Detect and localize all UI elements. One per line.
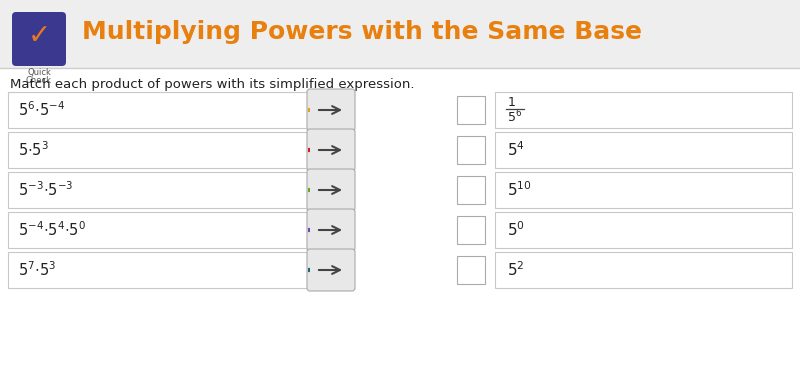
Text: Match each product of powers with its simplified expression.: Match each product of powers with its si… — [10, 78, 414, 91]
Text: $5^2$: $5^2$ — [507, 261, 525, 279]
FancyBboxPatch shape — [457, 136, 485, 164]
Text: ✓: ✓ — [27, 22, 50, 50]
Text: Multiplying Powers with the Same Base: Multiplying Powers with the Same Base — [82, 20, 642, 44]
Text: $5^{-3}{\cdot}5^{-3}$: $5^{-3}{\cdot}5^{-3}$ — [18, 181, 74, 199]
FancyBboxPatch shape — [8, 92, 308, 128]
Text: $5^{10}$: $5^{10}$ — [507, 181, 532, 199]
FancyBboxPatch shape — [8, 252, 308, 288]
Text: $5^7{\cdot}5^3$: $5^7{\cdot}5^3$ — [18, 261, 56, 279]
FancyBboxPatch shape — [307, 209, 355, 251]
FancyBboxPatch shape — [307, 89, 355, 131]
FancyBboxPatch shape — [495, 132, 792, 168]
FancyBboxPatch shape — [495, 212, 792, 248]
FancyBboxPatch shape — [457, 96, 485, 124]
Text: $5^{-4}{\cdot}5^4{\cdot}5^0$: $5^{-4}{\cdot}5^4{\cdot}5^0$ — [18, 221, 86, 239]
FancyBboxPatch shape — [8, 212, 308, 248]
FancyBboxPatch shape — [8, 132, 308, 168]
FancyBboxPatch shape — [457, 256, 485, 284]
Text: $1$: $1$ — [507, 97, 516, 110]
FancyBboxPatch shape — [457, 216, 485, 244]
Text: Check: Check — [26, 76, 52, 85]
FancyBboxPatch shape — [307, 249, 355, 291]
FancyBboxPatch shape — [495, 172, 792, 208]
FancyBboxPatch shape — [457, 176, 485, 204]
FancyBboxPatch shape — [495, 92, 792, 128]
FancyBboxPatch shape — [307, 169, 355, 211]
FancyBboxPatch shape — [12, 12, 66, 66]
FancyBboxPatch shape — [495, 252, 792, 288]
Text: $5{\cdot}5^3$: $5{\cdot}5^3$ — [18, 141, 49, 159]
Text: $5^6$: $5^6$ — [507, 109, 522, 125]
Text: $5^4$: $5^4$ — [507, 141, 525, 159]
FancyBboxPatch shape — [307, 129, 355, 171]
Text: $5^0$: $5^0$ — [507, 221, 525, 239]
Text: $5^6{\cdot}5^{-4}$: $5^6{\cdot}5^{-4}$ — [18, 101, 65, 119]
Text: Quick: Quick — [27, 68, 51, 77]
FancyBboxPatch shape — [0, 0, 800, 68]
FancyBboxPatch shape — [8, 172, 308, 208]
